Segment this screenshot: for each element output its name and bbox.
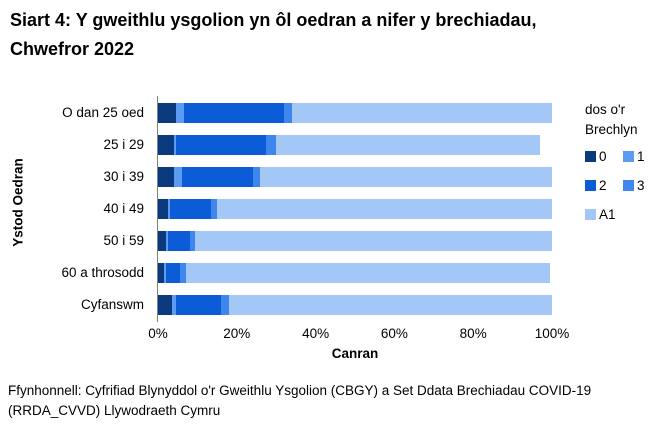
y-axis-label: 60 a throsodd (61, 265, 144, 280)
legend-swatch-icon (623, 180, 634, 192)
bar-segment-dose-0 (158, 135, 174, 155)
legend-item-dose-1: 1 (623, 149, 661, 164)
source-note: Ffynhonnell: Cyfrifiad Blynyddol o'r Gwe… (8, 383, 592, 419)
bar-segment-dose-0 (158, 167, 174, 187)
bar-segment-dose-2 (169, 199, 212, 219)
bar-segment-dose-2 (165, 263, 180, 283)
stacked-bar (158, 135, 541, 155)
legend-label: A1 (599, 207, 616, 223)
legend-title-line2: Brechlyn (585, 121, 638, 137)
x-axis-tick: 60% (380, 326, 408, 341)
legend-title-line1: dos o'r (585, 102, 626, 117)
y-axis-labels: O dan 25 oed 25 i 29 30 i 39 40 i 49 50 i 59… (0, 97, 150, 321)
bar-segment-dose-1 (167, 199, 170, 219)
y-axis-line (157, 96, 158, 322)
bar-segment-dose-3 (189, 231, 196, 251)
bar-segment-dose-A1 (260, 167, 552, 187)
x-axis-tick: 0% (148, 326, 168, 341)
plot-area (158, 97, 552, 321)
bar-segment-dose-2 (175, 135, 267, 155)
legend-item-dose-3: 3 (623, 178, 661, 193)
bar-segment-dose-A1 (228, 295, 552, 315)
x-axis-ticks: 0% 20% 40% 60% 80% 100% (148, 326, 569, 344)
bar-segment-dose-A1 (291, 103, 552, 123)
legend-swatch-icon (585, 209, 596, 221)
legend-label: 1 (637, 149, 645, 165)
bar-segment-dose-1 (175, 103, 184, 123)
bar-row (158, 257, 552, 289)
legend-label: 3 (637, 178, 645, 194)
legend: dos o'r Brechlyn 0 1 2 3 A1 (585, 100, 661, 222)
legend-item-dose-0: 0 (585, 149, 623, 164)
x-axis-tick: 100% (534, 326, 570, 341)
bar-segment-dose-1 (171, 295, 176, 315)
legend-swatch-icon (585, 180, 596, 192)
bar-segment-dose-3 (266, 135, 277, 155)
legend-item-dose-A1: A1 (585, 207, 623, 222)
bar-segment-dose-A1 (195, 231, 552, 251)
bar-segment-dose-A1 (217, 199, 552, 219)
bar-row (158, 129, 552, 161)
stacked-bar (158, 231, 552, 251)
bar-segment-dose-0 (158, 295, 172, 315)
bar-segment-dose-1 (163, 263, 166, 283)
x-axis-tick: 40% (302, 326, 330, 341)
x-axis-title: Canran (331, 346, 379, 361)
stacked-bar (158, 167, 552, 187)
bar-segment-dose-2 (183, 103, 285, 123)
bar-row (158, 193, 552, 225)
bar-segment-dose-3 (284, 103, 292, 123)
legend-swatch-icon (585, 151, 596, 163)
bar-segment-dose-1 (173, 135, 176, 155)
bar-segment-dose-1 (165, 231, 168, 251)
bar-row (158, 161, 552, 193)
legend-items: 0 1 2 3 A1 (585, 149, 661, 222)
bar-segment-dose-A1 (185, 263, 550, 283)
stacked-bar (158, 295, 552, 315)
bar-segment-dose-3 (221, 295, 229, 315)
y-axis-label: 25 i 29 (103, 137, 144, 152)
y-axis-label: 40 i 49 (103, 201, 144, 216)
stacked-bar (158, 103, 552, 123)
bar-segment-dose-3 (211, 199, 218, 219)
y-axis-label: Cyfanswm (80, 297, 144, 312)
bar-segment-dose-2 (167, 231, 190, 251)
bar-segment-dose-2 (175, 295, 222, 315)
bar-row (158, 289, 552, 321)
bar-segment-dose-3 (179, 263, 186, 283)
bar-segment-dose-0 (158, 199, 168, 219)
legend-title: dos o'r Brechlyn (585, 100, 661, 139)
bar-segment-dose-1 (173, 167, 182, 187)
bar-row (158, 97, 552, 129)
y-axis-label: O dan 25 oed (62, 105, 144, 120)
legend-swatch-icon (623, 151, 634, 163)
stacked-bar (158, 199, 552, 219)
legend-label: 0 (599, 149, 607, 165)
chart-title: Siart 4: Y gweithlu ysgolion yn ôl oedra… (10, 10, 537, 59)
y-axis-label: 30 i 39 (103, 169, 144, 184)
legend-item-dose-2: 2 (585, 178, 623, 193)
bar-segment-dose-0 (158, 263, 164, 283)
bar-segment-dose-A1 (276, 135, 541, 155)
x-axis-tick: 80% (459, 326, 487, 341)
x-axis-tick: 20% (223, 326, 251, 341)
bar-segment-dose-2 (181, 167, 253, 187)
stacked-bar (158, 263, 550, 283)
bar-segment-dose-0 (158, 103, 176, 123)
y-axis-label: 50 i 59 (103, 233, 144, 248)
bar-segment-dose-0 (158, 231, 166, 251)
bar-row (158, 225, 552, 257)
legend-label: 2 (599, 178, 607, 194)
y-axis-title: Ystod Oedran (10, 158, 26, 247)
bar-segment-dose-3 (252, 167, 261, 187)
